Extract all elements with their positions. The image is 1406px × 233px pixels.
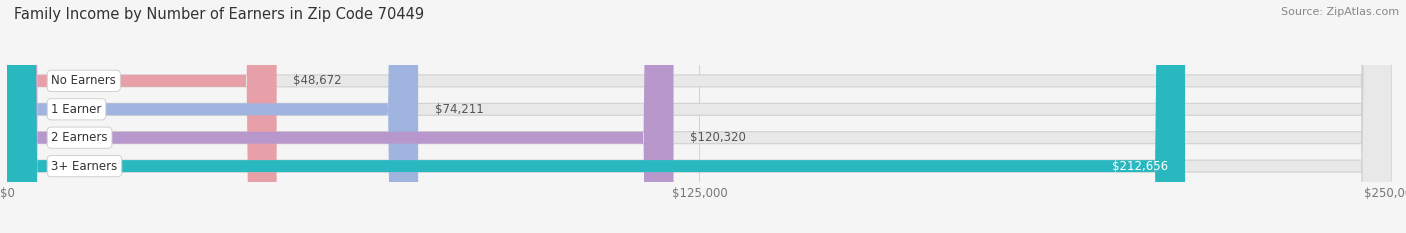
- FancyBboxPatch shape: [7, 0, 1392, 233]
- Text: $74,211: $74,211: [434, 103, 484, 116]
- Text: $120,320: $120,320: [690, 131, 747, 144]
- Text: Family Income by Number of Earners in Zip Code 70449: Family Income by Number of Earners in Zi…: [14, 7, 425, 22]
- FancyBboxPatch shape: [7, 0, 418, 233]
- FancyBboxPatch shape: [7, 0, 1185, 233]
- FancyBboxPatch shape: [7, 0, 1392, 233]
- Text: 3+ Earners: 3+ Earners: [52, 160, 118, 173]
- FancyBboxPatch shape: [7, 0, 1392, 233]
- Text: $212,656: $212,656: [1112, 160, 1168, 173]
- Text: No Earners: No Earners: [52, 74, 117, 87]
- FancyBboxPatch shape: [7, 0, 1392, 233]
- FancyBboxPatch shape: [7, 0, 673, 233]
- Text: 1 Earner: 1 Earner: [52, 103, 101, 116]
- FancyBboxPatch shape: [7, 0, 277, 233]
- Text: Source: ZipAtlas.com: Source: ZipAtlas.com: [1281, 7, 1399, 17]
- Text: $48,672: $48,672: [294, 74, 342, 87]
- Text: 2 Earners: 2 Earners: [52, 131, 108, 144]
